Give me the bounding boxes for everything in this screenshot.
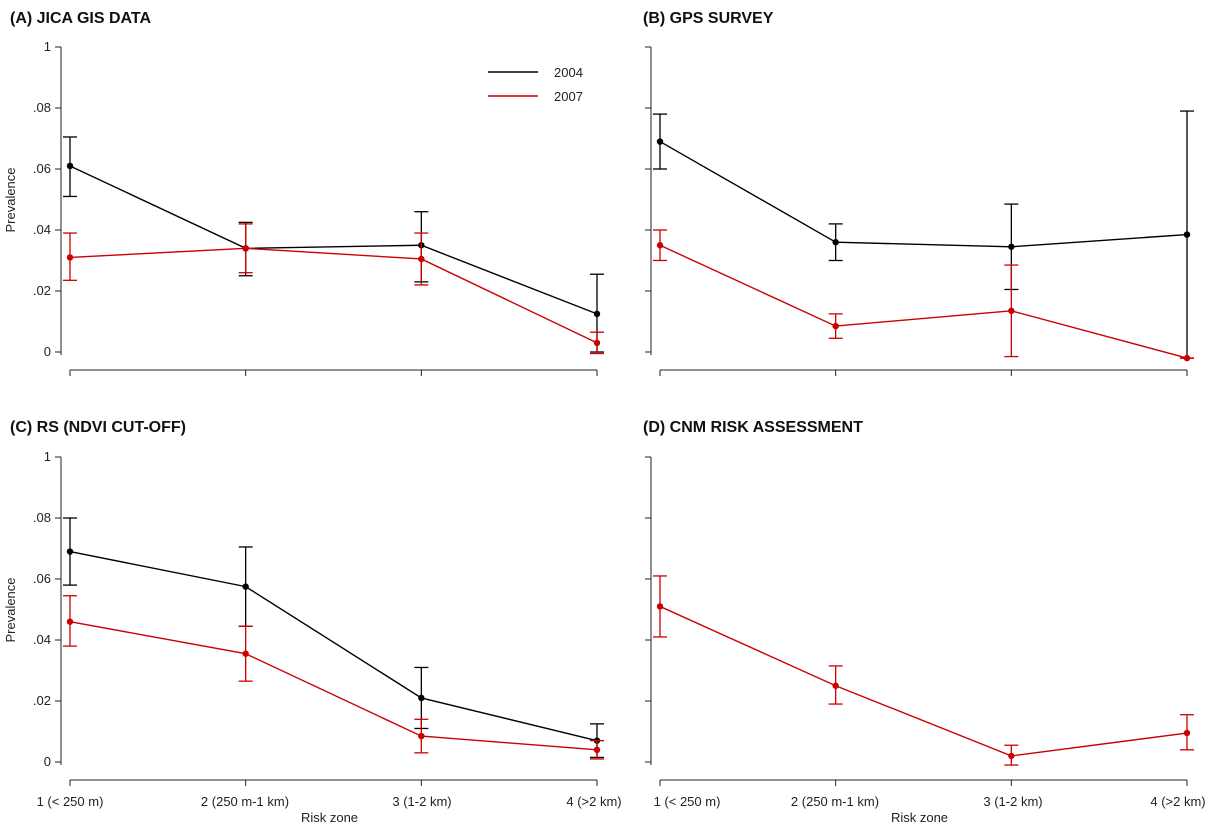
y-tick-label: .04 <box>33 632 51 647</box>
data-point-2007 <box>242 245 249 252</box>
panel-d-title: (D) CNM RISK ASSESSMENT <box>643 419 863 436</box>
y-tick-label: .06 <box>33 571 51 586</box>
y-axis-label: Prevalence <box>3 167 18 232</box>
x-axis-label: Risk zone <box>301 810 358 825</box>
y-tick-label: .02 <box>33 283 51 298</box>
x-axis-label: Risk zone <box>891 810 948 825</box>
x-tick-label: 2 (250 m-1 km) <box>201 794 289 809</box>
panel-c: 1 .08 .06 .04 .02 0 1 (< 250 m) 2 (250 m-1 km) 3… <box>3 449 622 825</box>
y-tick-label: .02 <box>33 693 51 708</box>
series-line-2007 <box>659 605 1188 757</box>
x-tick-label: 3 (1-2 km) <box>392 794 451 809</box>
data-point-2004 <box>242 583 249 590</box>
series-line-2007 <box>69 247 598 344</box>
x-tick-label: 4 (>2 km) <box>1150 794 1205 809</box>
series-line-2004 <box>659 140 1188 248</box>
data-point-2004 <box>66 548 74 555</box>
data-point-2004 <box>66 162 74 170</box>
y-tick-label: 1 <box>44 39 51 54</box>
data-point-2004 <box>1183 231 1191 238</box>
series-line-2004 <box>69 550 598 742</box>
panel-d: 1 (< 250 m) 2 (250 m-1 km) 3 (1-2 km) 4 (>2… <box>645 456 1206 825</box>
data-point-2007 <box>66 618 74 625</box>
data-point-2004 <box>832 239 839 246</box>
data-point-2004 <box>1008 243 1015 250</box>
legend-label-2007: 2007 <box>554 89 583 104</box>
y-tick-label: .06 <box>33 161 51 176</box>
panel-b <box>645 46 1194 376</box>
data-point-2004 <box>418 694 425 702</box>
data-point-2004 <box>656 138 664 145</box>
data-point-2007 <box>593 339 601 347</box>
data-point-2007 <box>656 603 664 610</box>
x-tick-label: 2 (250 m-1 km) <box>791 794 879 809</box>
y-tick-label: .08 <box>33 100 51 115</box>
data-point-2007 <box>1183 354 1191 362</box>
data-point-2007 <box>1008 752 1015 760</box>
series-line-2004 <box>69 165 598 315</box>
y-tick-label: 0 <box>44 344 51 359</box>
y-axis-label: Prevalence <box>3 577 18 642</box>
legend-label-2004: 2004 <box>554 65 583 80</box>
data-point-2007 <box>66 254 74 261</box>
x-tick-label: 1 (< 250 m) <box>654 794 721 809</box>
y-tick-label: 1 <box>44 449 51 464</box>
data-point-2007 <box>656 242 664 249</box>
panel-a-title: (A) JICA GIS DATA <box>10 10 151 27</box>
series-line-2007 <box>69 621 598 751</box>
panel-b-title: (B) GPS SURVEY <box>643 10 774 27</box>
y-tick-label: 0 <box>44 754 51 769</box>
data-point-2007 <box>418 732 425 740</box>
data-point-2007 <box>1183 729 1191 737</box>
series-line-2007 <box>659 244 1188 359</box>
data-point-2007 <box>1008 307 1015 315</box>
panel-c-title: (C) RS (NDVI CUT-OFF) <box>10 419 186 436</box>
y-tick-label: .08 <box>33 510 51 525</box>
x-tick-label: 4 (>2 km) <box>566 794 621 809</box>
data-point-2004 <box>593 310 601 318</box>
x-tick-label: 1 (< 250 m) <box>37 794 104 809</box>
legend: 2004 2007 <box>488 65 583 104</box>
data-point-2007 <box>593 746 601 753</box>
x-tick-label: 3 (1-2 km) <box>983 794 1042 809</box>
data-point-2007 <box>832 682 839 689</box>
y-tick-label: .04 <box>33 222 51 237</box>
panel-a: 1 .08 .06 .04 .02 0 Prevalence <box>3 39 604 376</box>
data-point-2007 <box>242 650 249 657</box>
data-point-2007 <box>418 255 425 263</box>
data-point-2007 <box>832 322 839 330</box>
